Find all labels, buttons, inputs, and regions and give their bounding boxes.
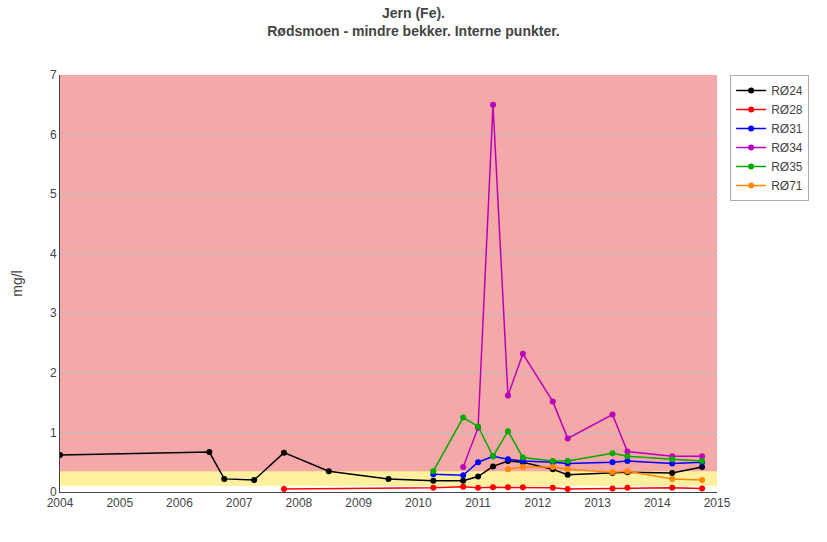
svg-text:3: 3 [50,306,57,320]
svg-text:2005: 2005 [106,496,133,510]
svg-text:4: 4 [50,247,57,261]
svg-text:0: 0 [50,485,57,499]
svg-text:2011: 2011 [465,496,491,510]
svg-text:2012: 2012 [524,496,551,510]
svg-text:2: 2 [50,366,57,380]
svg-text:RØ71: RØ71 [771,179,803,193]
svg-text:RØ35: RØ35 [771,160,803,174]
svg-text:2014: 2014 [644,496,671,510]
svg-text:1: 1 [50,426,57,440]
svg-text:RØ34: RØ34 [771,141,803,155]
svg-text:RØ31: RØ31 [771,122,803,136]
svg-text:RØ28: RØ28 [771,103,803,117]
svg-text:2010: 2010 [405,496,432,510]
svg-text:2013: 2013 [584,496,611,510]
svg-text:7: 7 [50,68,57,82]
svg-text:5: 5 [50,187,57,201]
svg-text:mg/l: mg/l [9,270,25,296]
svg-text:2009: 2009 [345,496,372,510]
svg-text:2004: 2004 [47,496,74,510]
svg-text:RØ24: RØ24 [771,84,803,98]
svg-text:2006: 2006 [166,496,193,510]
svg-text:6: 6 [50,128,57,142]
svg-text:2007: 2007 [226,496,253,510]
svg-text:2008: 2008 [286,496,313,510]
svg-text:Jern (Fe).Rødsmoen - mindre be: Jern (Fe).Rødsmoen - mindre bekker. Inte… [267,5,560,39]
svg-text:2015: 2015 [704,496,731,510]
